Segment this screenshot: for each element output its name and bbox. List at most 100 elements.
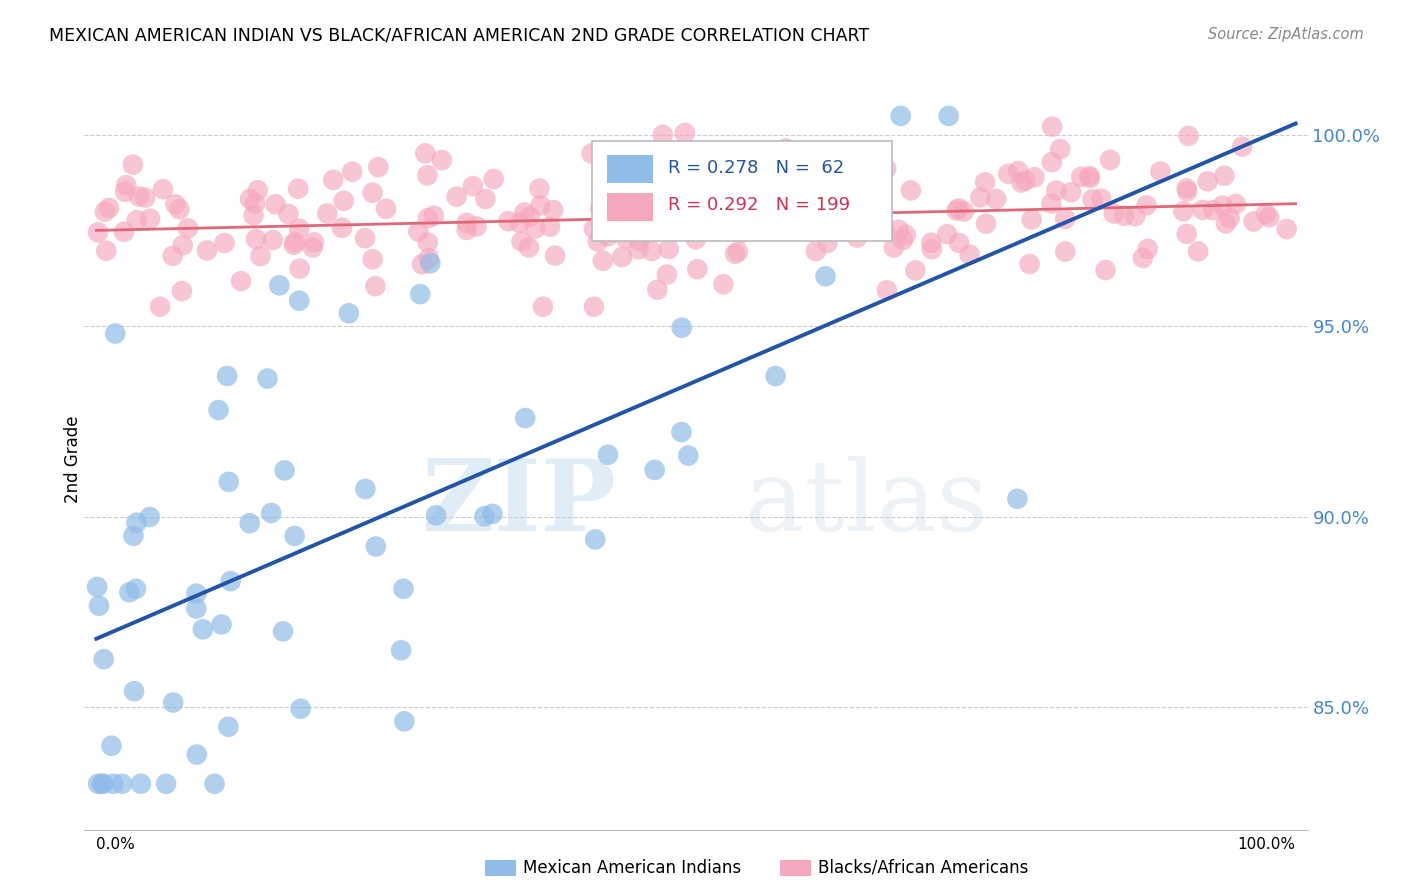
Point (239, 516, 262, 531)
Point (100, 739, 122, 753)
Point (673, 126, 696, 140)
Point (668, 207, 690, 221)
Point (589, 202, 612, 216)
Point (891, 233, 914, 247)
Point (1018, 257, 1040, 271)
Point (875, 161, 897, 176)
Point (217, 720, 239, 734)
Point (1213, 169, 1236, 183)
Point (710, 196, 733, 211)
Point (1258, 211, 1281, 225)
Point (115, 178, 138, 193)
Point (301, 240, 323, 254)
Point (772, 163, 794, 178)
Point (1078, 170, 1101, 185)
Point (1094, 263, 1116, 277)
Point (626, 196, 648, 211)
Point (170, 284, 193, 298)
Point (509, 216, 531, 230)
Point (713, 202, 735, 217)
Point (90, 777, 112, 791)
Point (1149, 164, 1171, 178)
Point (714, 178, 737, 192)
Point (671, 425, 693, 439)
Point (177, 221, 200, 235)
Text: atlas: atlas (745, 456, 987, 551)
Point (645, 283, 668, 297)
Point (1275, 222, 1298, 236)
Point (134, 190, 156, 204)
Point (162, 696, 184, 710)
Point (364, 540, 387, 554)
Point (713, 277, 735, 292)
Point (430, 153, 453, 167)
Point (592, 253, 614, 268)
Point (409, 287, 432, 301)
Point (1045, 184, 1067, 198)
Point (229, 274, 252, 288)
Point (1040, 196, 1063, 211)
Point (186, 747, 208, 762)
Point (655, 268, 678, 282)
Point (481, 507, 503, 521)
Point (804, 244, 827, 259)
Point (1040, 120, 1063, 134)
Point (354, 231, 377, 245)
Point (724, 247, 747, 261)
Point (461, 179, 484, 194)
Point (513, 205, 536, 219)
Point (94, 204, 117, 219)
Point (93, 652, 115, 666)
Point (529, 181, 551, 195)
Point (191, 622, 214, 636)
Point (498, 214, 520, 228)
Point (149, 300, 172, 314)
Y-axis label: 2nd Grade: 2nd Grade (65, 416, 82, 503)
Point (1007, 164, 1029, 178)
Point (87, 599, 110, 613)
Point (541, 202, 564, 217)
Point (727, 244, 749, 259)
Point (742, 195, 765, 210)
Point (1054, 244, 1077, 259)
Point (284, 529, 307, 543)
Point (890, 109, 912, 123)
Point (169, 202, 191, 217)
Point (172, 238, 194, 252)
Point (1102, 206, 1125, 220)
Point (129, 777, 152, 791)
Point (218, 475, 240, 489)
Point (582, 222, 605, 236)
Point (1132, 251, 1154, 265)
Point (894, 227, 917, 242)
Point (186, 586, 208, 600)
Text: Source: ZipAtlas.com: Source: ZipAtlas.com (1208, 27, 1364, 42)
Point (1054, 211, 1077, 226)
Point (731, 226, 754, 240)
Point (245, 196, 267, 211)
Point (446, 189, 468, 203)
Point (806, 184, 828, 198)
Point (815, 235, 838, 250)
Point (623, 211, 645, 225)
Point (883, 241, 905, 255)
Point (277, 207, 299, 221)
Point (640, 244, 662, 258)
Point (101, 777, 124, 791)
Point (524, 221, 547, 235)
Point (152, 182, 174, 196)
Point (641, 178, 664, 192)
Point (128, 189, 150, 203)
Point (245, 232, 267, 246)
Point (531, 300, 554, 314)
Point (246, 183, 269, 197)
Point (1215, 217, 1237, 231)
Point (945, 203, 967, 218)
Point (283, 237, 305, 252)
Point (413, 146, 436, 161)
Point (302, 235, 325, 250)
Point (904, 263, 927, 277)
Point (1225, 197, 1247, 211)
Point (1123, 209, 1146, 223)
Point (671, 320, 693, 334)
